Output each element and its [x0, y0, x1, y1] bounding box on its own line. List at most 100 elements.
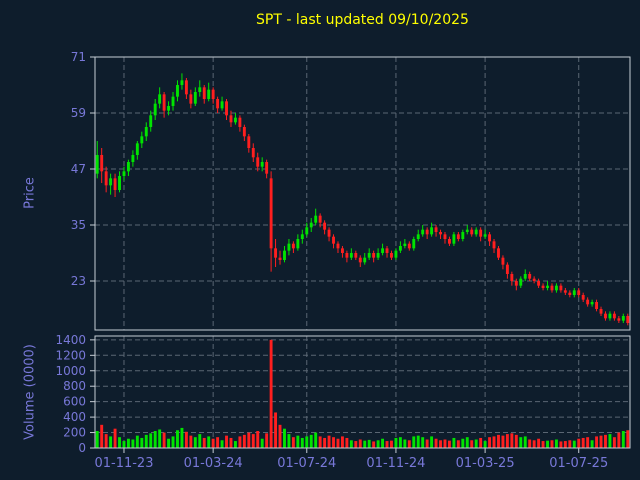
candle-body — [345, 253, 349, 258]
volume-bar — [447, 440, 451, 448]
candle-body — [314, 215, 318, 223]
volume-bar — [443, 439, 447, 448]
candle-body — [537, 281, 541, 286]
candle-body — [349, 253, 353, 258]
x-tick-label: 01-11-24 — [366, 456, 425, 471]
volume-bar — [229, 437, 233, 448]
volume-bar — [158, 429, 162, 448]
candle-body — [260, 162, 264, 167]
candle-body — [323, 222, 327, 230]
volume-bar — [528, 439, 532, 448]
volume-bar — [220, 440, 224, 448]
volume-bar — [403, 439, 407, 448]
candle-body — [568, 292, 572, 295]
candle-body — [300, 234, 304, 239]
price-tick-label: 59 — [71, 106, 86, 120]
candle-body — [488, 234, 492, 242]
candle-body — [126, 162, 130, 172]
candle-body — [412, 239, 416, 249]
volume-bar — [497, 434, 500, 448]
volume-bar — [488, 437, 492, 448]
x-tick-label: 01-07-24 — [277, 456, 336, 471]
volume-bar — [537, 438, 541, 448]
volume-tick-label: 1000 — [55, 364, 86, 378]
candle-body — [443, 234, 447, 239]
candle-body — [113, 178, 117, 190]
candle-body — [140, 136, 144, 144]
volume-bar — [572, 440, 576, 448]
candle-body — [390, 253, 393, 258]
candle-body — [474, 229, 478, 235]
candle-body — [167, 106, 171, 111]
volume-bar — [247, 432, 251, 448]
volume-tick-label: 1200 — [55, 348, 86, 362]
candle-body — [546, 285, 549, 288]
volume-bar — [274, 412, 278, 448]
candle-body — [274, 248, 278, 258]
volume-bar — [176, 430, 179, 448]
x-tick-label: 01-03-25 — [456, 456, 515, 471]
volume-tick-label: 800 — [63, 379, 86, 393]
volume-bar — [171, 436, 175, 448]
volume-bar — [461, 438, 465, 448]
candle-body — [523, 274, 527, 279]
candle-body — [483, 234, 487, 237]
candle-body — [269, 178, 273, 249]
volume-bar — [283, 428, 286, 448]
volume-bar — [327, 435, 331, 448]
candle-body — [153, 103, 157, 116]
candle-body — [501, 257, 505, 265]
volume-bar — [604, 434, 607, 448]
volume-bar — [407, 440, 411, 448]
candle-body — [287, 243, 291, 251]
volume-bar — [340, 436, 344, 448]
candle-body — [492, 241, 496, 249]
candle-body — [332, 236, 335, 244]
volume-bar — [336, 438, 340, 448]
volume-bar — [492, 436, 496, 448]
candle-body — [216, 99, 220, 109]
candle-body — [563, 290, 567, 293]
volume-bar — [608, 434, 612, 448]
chart-title: SPT - last updated 09/10/2025 — [256, 12, 469, 28]
volume-bar — [349, 440, 353, 448]
volume-bar — [251, 434, 255, 448]
candle-body — [198, 87, 202, 92]
volume-bar — [278, 424, 282, 448]
volume-bar — [626, 430, 630, 448]
volume-bar — [563, 441, 567, 448]
volume-bar — [546, 440, 549, 448]
candle-body — [394, 250, 398, 258]
candle-body — [109, 178, 113, 186]
volume-bar — [193, 437, 197, 448]
volume-bar — [514, 434, 518, 448]
volume-bar — [430, 436, 434, 448]
price-tick-label: 71 — [71, 50, 86, 64]
volume-bar — [131, 439, 135, 448]
candle-body — [416, 234, 420, 239]
volume-bar — [617, 432, 621, 448]
candle-body — [586, 299, 590, 305]
candle-body — [514, 281, 518, 286]
volume-bar — [416, 435, 420, 448]
candle-body — [144, 127, 148, 137]
candle-body — [184, 80, 188, 95]
volume-bar — [140, 437, 144, 448]
candle-body — [283, 250, 286, 260]
candle-body — [238, 117, 242, 127]
candle-body — [372, 253, 376, 258]
volume-bar — [260, 438, 264, 448]
volume-bar — [238, 436, 242, 448]
candle-body — [608, 313, 612, 319]
volume-bar — [550, 440, 554, 448]
volume-bar — [470, 440, 474, 448]
candle-body — [225, 101, 228, 116]
candle-body — [278, 257, 282, 260]
candle-body — [577, 290, 581, 295]
volume-bar — [483, 441, 487, 448]
candle-body — [528, 274, 532, 279]
volume-bar — [323, 437, 327, 448]
volume-bar — [309, 434, 313, 448]
